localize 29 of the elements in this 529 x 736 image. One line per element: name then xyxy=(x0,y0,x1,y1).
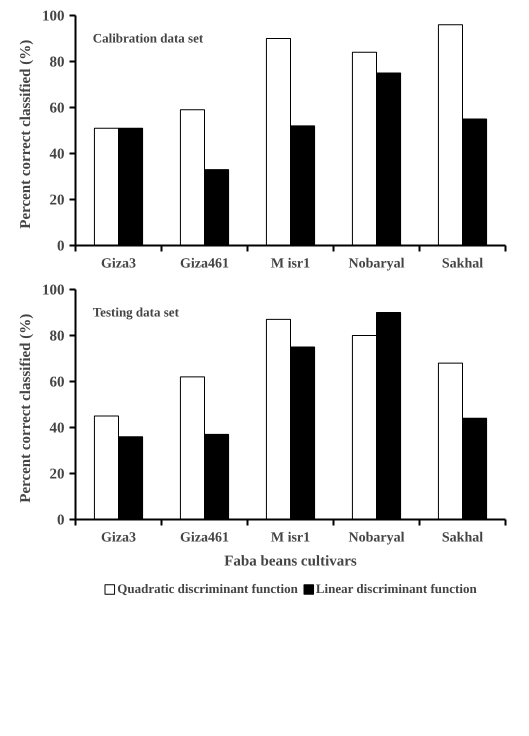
x-tick-label: M isr1 xyxy=(270,530,310,546)
y-tick-label: 80 xyxy=(50,54,64,70)
y-tick-label: 20 xyxy=(50,466,64,482)
y-tick-label: 60 xyxy=(50,100,64,116)
legend-label: Quadratic discriminant function xyxy=(117,581,298,597)
x-tick-label: M isr1 xyxy=(270,256,310,272)
x-tick-label: Giza461 xyxy=(180,530,230,546)
y-tick-label: 60 xyxy=(50,374,64,390)
x-tick-label: Giza3 xyxy=(101,530,136,546)
y-tick-label: 40 xyxy=(50,420,64,436)
y-tick-label: 20 xyxy=(50,192,64,208)
x-tick-label: Sakhal xyxy=(442,530,484,546)
y-tick-label: 100 xyxy=(42,282,64,298)
y-tick-label: 0 xyxy=(57,512,64,528)
y-tick-label: 40 xyxy=(50,146,64,162)
y-axis-title: Percent correct classified (%) xyxy=(18,40,34,229)
y-tick-label: 80 xyxy=(50,328,64,344)
x-tick-label: Giza3 xyxy=(101,256,136,272)
text: Testing data set xyxy=(92,304,180,320)
x-axis-title: Faba beans cultivars xyxy=(224,554,357,570)
x-tick-label: Nobaryal xyxy=(348,256,405,272)
y-tick-label: 0 xyxy=(57,238,64,254)
x-tick-label: Sakhal xyxy=(442,256,484,272)
y-axis-title: Percent correct classified (%) xyxy=(18,314,34,503)
text: Calibration data set xyxy=(92,30,204,46)
legend-label: Linear discriminant function xyxy=(316,581,477,597)
x-tick-label: Nobaryal xyxy=(348,530,405,546)
x-tick-label: Giza461 xyxy=(180,256,230,272)
y-tick-label: 100 xyxy=(42,8,64,24)
